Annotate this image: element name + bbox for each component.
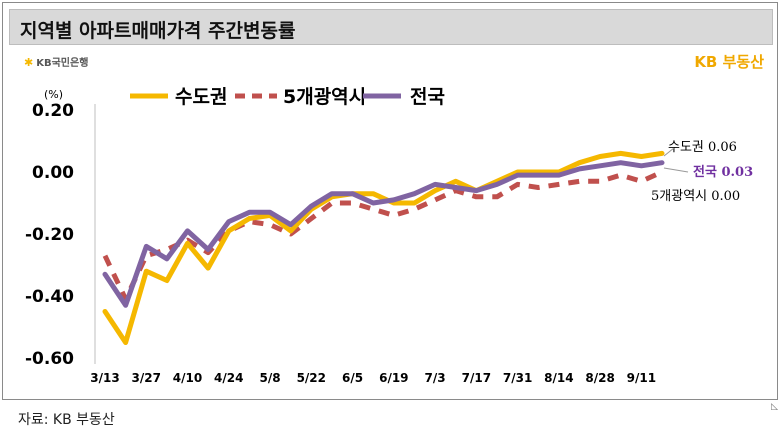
x-tick-label: 5/22 <box>297 371 326 385</box>
kb-bank-logo-text: KB국민은행 <box>36 58 89 69</box>
x-tick-label: 8/28 <box>585 371 614 385</box>
x-tick-labels: 3/13 3/27 4/10 4/24 5/8 5/22 6/5 6/19 7/3 7/17 7/3… <box>90 371 656 385</box>
chart-frame <box>2 2 778 400</box>
x-tick-label: 9/11 <box>627 371 656 385</box>
y-tick-label: 0.00 <box>32 163 74 183</box>
x-tick-label: 4/10 <box>173 371 202 385</box>
series-line-national <box>102 160 665 308</box>
legend-label: 수도권 <box>175 86 227 108</box>
x-tick-label: 6/19 <box>379 371 408 385</box>
series-line-capital <box>102 150 665 345</box>
y-tick-label: 0.20 <box>32 101 74 121</box>
y-tick-label: -0.60 <box>25 349 74 369</box>
x-tick-label: 3/27 <box>132 371 161 385</box>
leader-line <box>663 167 689 173</box>
x-tick-label: 7/3 <box>425 371 446 385</box>
series-end-label: 수도권 0.06 <box>668 140 737 155</box>
x-tick-label: 7/31 <box>503 371 532 385</box>
series-lines <box>102 150 665 345</box>
y-axis-unit: (%) <box>44 88 63 101</box>
x-tick-label: 6/5 <box>342 371 363 385</box>
series-line-metro5 <box>102 169 664 302</box>
end-labels: 수도권 0.06 5개광역시 0.00 전국 0.03 <box>651 140 753 204</box>
kb-bank-logo: ✱ KB국민은행 <box>24 54 88 69</box>
y-tick-label: -0.40 <box>25 287 74 307</box>
x-tick-label: 5/8 <box>259 371 280 385</box>
legend-label: 5개광역시 <box>283 86 366 108</box>
legend: 수도권 5개광역시 전국 <box>130 86 445 108</box>
series-end-label: 전국 0.03 <box>693 164 753 180</box>
y-tick-label: -0.20 <box>25 225 74 245</box>
title-bar: 지역별 아파트매매가격 주간변동률 <box>9 9 773 45</box>
x-tick-label: 3/13 <box>90 371 119 385</box>
resize-corner-icon: ◺ <box>771 402 778 412</box>
x-tick-label: 4/24 <box>214 371 243 385</box>
kb-realestate-logo: KB 부동산 <box>694 53 764 71</box>
series-end-label: 5개광역시 0.00 <box>651 189 740 204</box>
chart-title: 지역별 아파트매매가격 주간변동률 <box>20 20 296 42</box>
x-tick-label: 8/14 <box>544 371 573 385</box>
star-logo-icon: ✱ <box>24 56 34 69</box>
source-note: 자료: KB 부동산 <box>18 412 115 428</box>
legend-label: 전국 <box>410 86 445 108</box>
x-tick-label: 7/17 <box>462 371 491 385</box>
leader-line <box>663 147 675 157</box>
y-tick-labels: (%)0.20 0.00 -0.20 -0.40 -0.60 <box>25 88 74 369</box>
